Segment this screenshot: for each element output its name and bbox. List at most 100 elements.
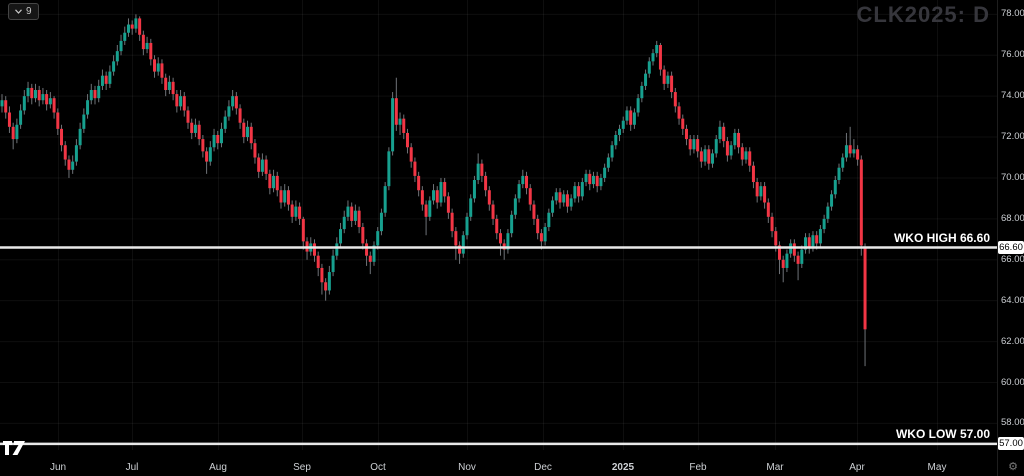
candle-body [785,253,789,268]
candle-body [565,194,569,207]
candle-body [227,106,231,117]
candle-body [777,245,781,260]
candle-body [699,151,703,162]
candle-body [800,249,804,264]
candle-body [15,124,19,140]
candle-body [357,210,361,228]
month-label[interactable]: Aug [209,462,227,473]
candle-body [424,204,428,217]
candle-body [506,233,510,250]
candle-body [458,245,462,254]
candle-body [863,247,867,330]
candle-body [141,34,145,50]
candle-body [301,218,305,242]
gear-icon[interactable]: ⚙ [1008,461,1018,473]
candle-body [368,255,372,262]
month-label[interactable]: Apr [849,462,865,473]
candle-body [205,151,209,162]
month-label[interactable]: Jun [49,462,67,473]
candle-body [190,122,194,133]
candle-body [242,122,246,138]
time-axis[interactable]: Jun Jul Aug Sep Oct Nov Dec 2025 Feb Mar Apr May [0,450,997,476]
candle-body [376,231,380,246]
candle-body [580,182,584,197]
candle-body [409,147,413,162]
candle-body [335,243,339,256]
candle-body [439,182,443,203]
month-label[interactable]: Sep [293,462,311,473]
candle-body [454,231,458,246]
price-axis[interactable]: 78.00 76.00 74.00 72.00 70.00 68.00 66.00 64.00… [997,0,1024,476]
candle-body [60,128,64,146]
candle-body [681,118,685,129]
candle-body [528,188,532,205]
candle-body [279,190,283,203]
month-label[interactable]: May [927,462,947,473]
month-label[interactable]: Oct [370,462,386,473]
candle-body [4,100,8,113]
candle-body [815,235,819,244]
candle-body [554,192,558,201]
candle-body [804,237,808,250]
candle-body [268,173,272,189]
candle-body [755,182,759,197]
candle-body [219,128,223,144]
candle-body [312,243,316,256]
candle-body [733,132,737,146]
candle-body [223,116,227,129]
month-label[interactable]: Mar [766,462,784,473]
month-label[interactable]: Jul [125,462,139,473]
candle-body [666,75,670,84]
symbol-watermark: CLK2025: D [856,2,990,27]
candle-body [759,186,763,197]
candlestick-chart[interactable] [0,0,997,476]
candle-body [428,200,432,217]
candle-body [662,69,666,84]
candle-body [100,75,104,86]
candle-body [82,114,86,129]
candle-body [398,118,402,125]
candle-body [539,233,543,242]
candle-body [387,151,391,187]
candle-body [402,118,406,133]
candle-body [7,112,11,127]
candle-body [830,194,834,207]
candle-body [231,96,235,107]
candle-body [160,63,164,78]
candle-body [197,124,201,140]
candle-body [740,147,744,160]
month-label[interactable]: Dec [534,462,552,473]
candle-body [97,85,101,99]
candle-body [718,126,722,140]
tradingview-logo-icon[interactable] [3,441,25,460]
candle-body [372,245,376,262]
candle-body [193,124,197,133]
object-tree-button[interactable]: 9 [8,3,39,20]
month-label[interactable]: Feb [689,462,707,473]
price-tick-label: 78.00 [1001,8,1024,20]
candle-body [621,120,625,129]
candle-body [562,194,566,203]
candle-body [595,175,599,187]
candle-body [606,157,610,168]
candle-body [841,157,845,168]
month-label[interactable]: 2025 [611,462,635,473]
candle-body [339,229,343,244]
candle-body [603,167,607,178]
candle-body [670,75,674,93]
candle-body [636,98,640,113]
month-label[interactable]: Nov [458,462,476,473]
candle-body [774,231,778,246]
candle-body [86,100,90,115]
candle-body [331,255,335,273]
candle-body [837,167,841,180]
candle-body [852,149,856,154]
candle-body [748,151,752,166]
candle-body [521,175,525,185]
candle-body [714,139,718,154]
candle-body [119,40,123,52]
candle-body [591,175,595,185]
candle-body [856,149,860,160]
candle-body [30,87,34,99]
candle-body [487,190,491,205]
